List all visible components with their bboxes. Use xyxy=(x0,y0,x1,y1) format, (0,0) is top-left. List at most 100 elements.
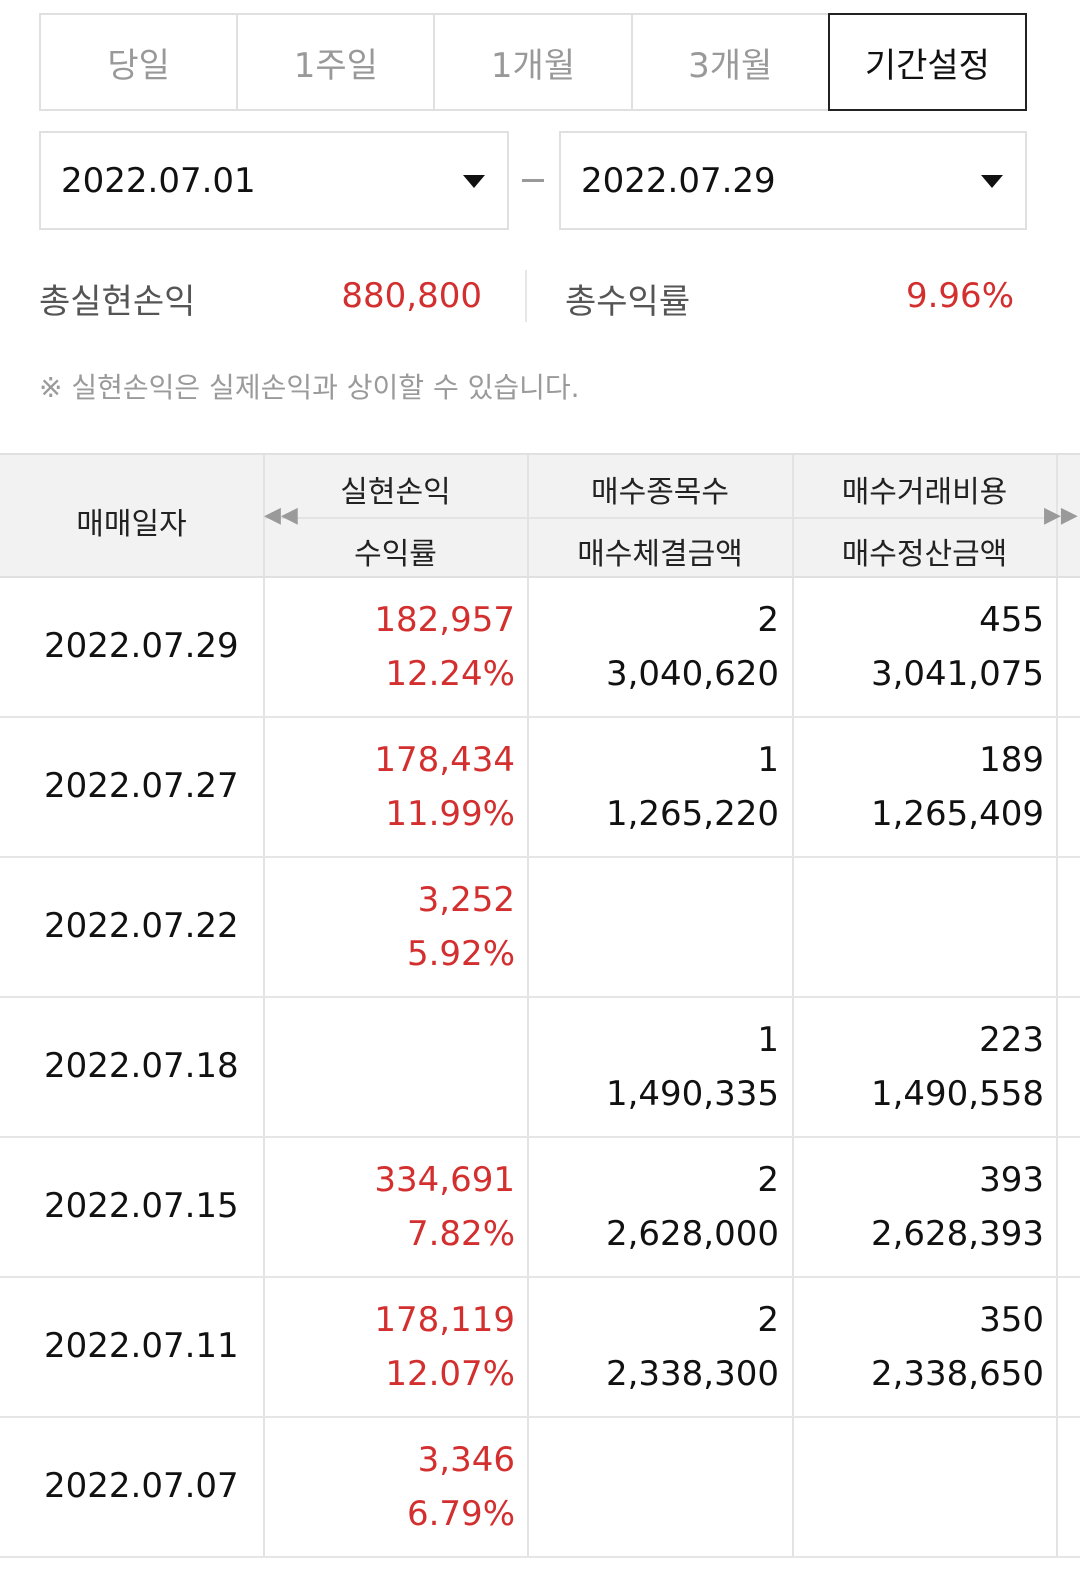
column-divider xyxy=(792,1278,794,1416)
column-divider xyxy=(1056,718,1058,856)
buy-count: 2 xyxy=(757,1300,779,1340)
trade-table: 매매일자 실현손익 수익률 매수종목수 매수체결금액 매수거래비용 매수정산금액… xyxy=(0,453,1080,1558)
realized-pnl: 334,691 xyxy=(374,1160,515,1200)
start-date-value: 2022.07.01 xyxy=(61,160,256,201)
table-body: 2022.07.29 182,957 12.24% 2 3,040,620 455 3,04… xyxy=(0,578,1080,1558)
return-rate: 6.79% xyxy=(406,1494,515,1534)
table-row[interactable]: 2022.07.29 182,957 12.24% 2 3,040,620 455 3,04… xyxy=(0,578,1080,718)
column-divider xyxy=(792,455,794,576)
buy-settlement: 1,490,558 xyxy=(870,1074,1044,1114)
table-header: 매매일자 실현손익 수익률 매수종목수 매수체결금액 매수거래비용 매수정산금액… xyxy=(0,453,1080,578)
period-tabs: 당일 1주일 1개월 3개월 기간설정 xyxy=(39,13,1028,111)
column-divider xyxy=(527,1138,529,1276)
header-buy-settlement: 매수정산금액 xyxy=(841,537,1008,572)
total-realized-value: 880,800 xyxy=(341,276,482,316)
summary-divider xyxy=(525,270,527,322)
column-divider xyxy=(263,1418,265,1556)
trade-date: 2022.07.07 xyxy=(44,1466,239,1506)
buy-count: 2 xyxy=(757,1160,779,1200)
buy-settlement: 2,628,393 xyxy=(870,1214,1044,1254)
buy-settlement: 2,338,650 xyxy=(870,1354,1044,1394)
return-rate: 12.24% xyxy=(385,654,515,694)
column-divider xyxy=(1056,998,1058,1136)
tab-3-months[interactable]: 3개월 xyxy=(630,13,828,111)
header-trade-date: 매매일자 xyxy=(76,507,187,542)
header-realized-pnl: 실현손익 xyxy=(340,475,451,510)
table-row[interactable]: 2022.07.11 178,119 12.07% 2 2,338,300 350 2,33… xyxy=(0,1278,1080,1418)
buy-cost: 455 xyxy=(979,600,1044,640)
caret-down-icon xyxy=(981,175,1003,188)
column-divider xyxy=(527,578,529,716)
column-divider xyxy=(263,455,265,576)
table-row[interactable]: 2022.07.27 178,434 11.99% 1 1,265,220 189 1,26… xyxy=(0,718,1080,858)
end-date-select[interactable]: 2022.07.29 xyxy=(559,131,1027,230)
buy-cost: 223 xyxy=(979,1020,1044,1060)
tab-today[interactable]: 당일 xyxy=(39,13,237,111)
column-divider xyxy=(1056,1418,1058,1556)
buy-amount: 2,628,000 xyxy=(605,1214,779,1254)
date-range: 2022.07.01 2022.07.29 xyxy=(39,131,1027,230)
column-divider xyxy=(527,718,529,856)
header-divider xyxy=(264,517,1057,519)
return-rate: 12.07% xyxy=(385,1354,515,1394)
double-right-icon[interactable]: ▶▶ xyxy=(1044,503,1078,528)
column-divider xyxy=(527,1418,529,1556)
tab-1-month[interactable]: 1개월 xyxy=(433,13,631,111)
column-divider xyxy=(792,1138,794,1276)
header-buy-count: 매수종목수 xyxy=(591,475,729,510)
start-date-select[interactable]: 2022.07.01 xyxy=(39,131,509,230)
buy-settlement: 1,265,409 xyxy=(870,794,1044,834)
buy-cost: 350 xyxy=(979,1300,1044,1340)
realized-pnl: 178,434 xyxy=(374,740,515,780)
buy-cost: 393 xyxy=(979,1160,1044,1200)
buy-amount: 3,040,620 xyxy=(605,654,779,694)
table-row[interactable]: 2022.07.22 3,252 5.92% xyxy=(0,858,1080,998)
column-divider xyxy=(263,998,265,1136)
trade-date: 2022.07.15 xyxy=(44,1186,239,1226)
column-divider xyxy=(263,578,265,716)
total-realized-label: 총실현손익 xyxy=(39,282,196,322)
table-row[interactable]: 2022.07.18 1 1,490,335 223 1,490,558 xyxy=(0,998,1080,1138)
column-divider xyxy=(1056,858,1058,996)
buy-count: 1 xyxy=(757,1020,779,1060)
return-rate: 11.99% xyxy=(385,794,515,834)
summary: 총실현손익 880,800 총수익률 9.96% xyxy=(39,262,1027,332)
buy-amount: 2,338,300 xyxy=(605,1354,779,1394)
trade-date: 2022.07.29 xyxy=(44,626,239,666)
column-divider xyxy=(1056,1138,1058,1276)
buy-count: 2 xyxy=(757,600,779,640)
trade-date: 2022.07.27 xyxy=(44,766,239,806)
column-divider xyxy=(1056,578,1058,716)
tab-1-week[interactable]: 1주일 xyxy=(236,13,434,111)
double-left-icon[interactable]: ◀◀ xyxy=(264,503,298,528)
column-divider xyxy=(792,718,794,856)
realized-pnl: 3,252 xyxy=(417,880,515,920)
return-rate: 7.82% xyxy=(406,1214,515,1254)
header-buy-amount: 매수체결금액 xyxy=(577,537,743,572)
column-divider xyxy=(792,858,794,996)
buy-cost: 189 xyxy=(979,740,1044,780)
table-row[interactable]: 2022.07.07 3,346 6.79% xyxy=(0,1418,1080,1558)
column-divider xyxy=(792,998,794,1136)
realized-pnl: 182,957 xyxy=(374,600,515,640)
column-divider xyxy=(263,1278,265,1416)
header-return-rate: 수익률 xyxy=(354,537,437,572)
column-divider xyxy=(792,578,794,716)
return-rate: 5.92% xyxy=(406,934,515,974)
range-dash xyxy=(522,179,544,182)
trade-date: 2022.07.11 xyxy=(44,1326,239,1366)
disclaimer-note: ※ 실현손익은 실제손익과 상이할 수 있습니다. xyxy=(39,371,580,404)
tab-custom-period[interactable]: 기간설정 xyxy=(827,13,1028,111)
realized-pnl: 178,119 xyxy=(374,1300,515,1340)
total-return-label: 총수익률 xyxy=(565,282,691,322)
table-row[interactable]: 2022.07.15 334,691 7.82% 2 2,628,000 393 2,628… xyxy=(0,1138,1080,1278)
buy-settlement: 3,041,075 xyxy=(870,654,1044,694)
column-divider xyxy=(527,858,529,996)
buy-amount: 1,265,220 xyxy=(605,794,779,834)
column-divider xyxy=(1056,455,1058,576)
column-divider xyxy=(1056,1278,1058,1416)
column-divider xyxy=(527,455,529,576)
realized-pnl: 3,346 xyxy=(417,1440,515,1480)
buy-amount: 1,490,335 xyxy=(605,1074,779,1114)
buy-count: 1 xyxy=(757,740,779,780)
